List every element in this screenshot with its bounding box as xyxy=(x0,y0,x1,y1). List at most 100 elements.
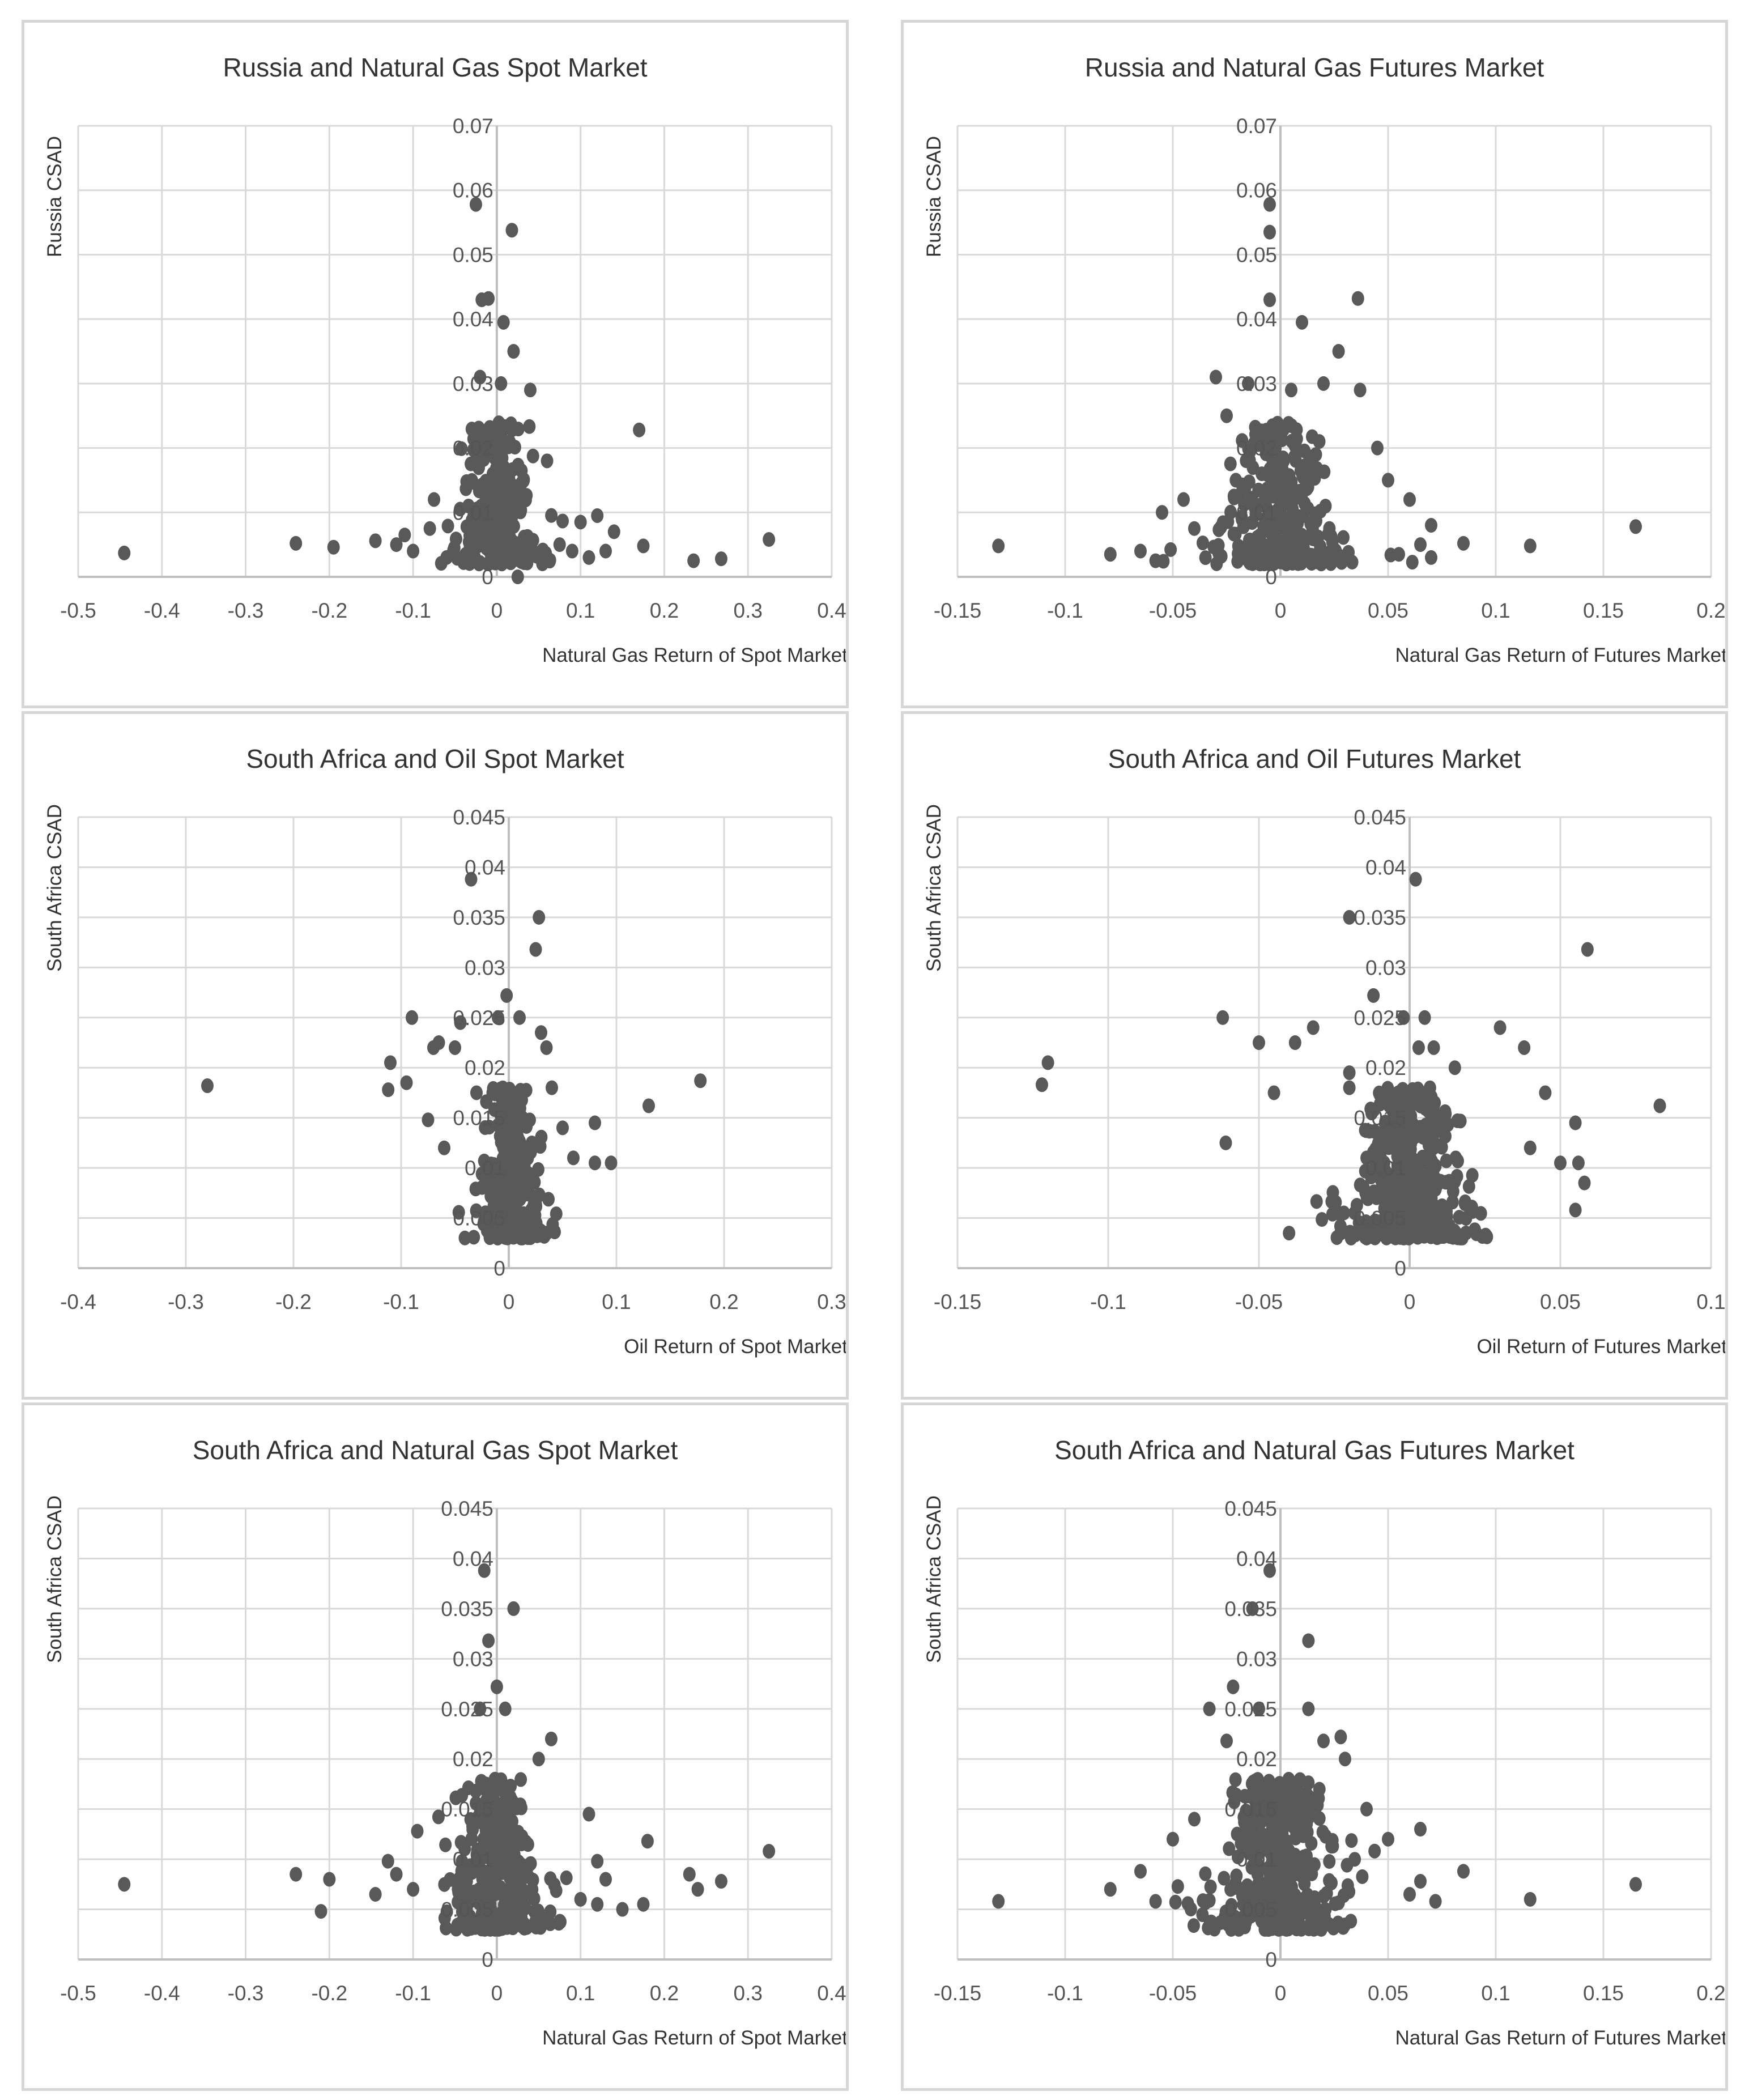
data-point xyxy=(467,1230,480,1245)
data-point xyxy=(390,1867,403,1882)
data-point xyxy=(541,453,554,469)
data-point xyxy=(1270,1901,1283,1916)
x-tick-label: 0.05 xyxy=(1368,599,1408,622)
data-point xyxy=(1261,481,1274,496)
data-point xyxy=(1177,492,1190,507)
y-tick-label: 0.04 xyxy=(1365,856,1406,879)
data-point xyxy=(423,521,436,536)
data-point xyxy=(1414,537,1427,552)
data-point xyxy=(1397,1010,1410,1025)
data-point xyxy=(1263,224,1276,240)
y-tick-label: 0.015 xyxy=(1224,1798,1277,1821)
data-point xyxy=(1271,502,1284,517)
x-tick-label: -0.1 xyxy=(383,1290,419,1313)
data-point xyxy=(1188,521,1201,536)
data-point xyxy=(1440,1209,1453,1224)
data-point xyxy=(1323,1854,1336,1869)
data-point xyxy=(486,1916,499,1931)
data-point xyxy=(1427,1140,1440,1155)
data-point xyxy=(327,539,340,555)
data-point xyxy=(1290,422,1303,437)
y-tick-label: 0.025 xyxy=(441,1698,493,1721)
data-point xyxy=(432,1035,445,1050)
data-point xyxy=(1403,492,1416,507)
data-point xyxy=(1554,1155,1567,1171)
x-tick-label: 0.1 xyxy=(1481,1982,1510,2005)
x-tick-label: 0 xyxy=(491,1982,503,2005)
data-point xyxy=(599,543,612,559)
data-point xyxy=(518,529,531,545)
data-point xyxy=(1246,1601,1259,1616)
data-point xyxy=(1316,1212,1329,1227)
y-tick-label: 0.03 xyxy=(1236,1647,1277,1670)
x-tick-label: 0.2 xyxy=(650,1982,679,2005)
data-point xyxy=(482,1835,495,1851)
y-tick-label: 0.03 xyxy=(1365,956,1406,979)
data-point xyxy=(553,537,566,552)
data-point xyxy=(483,499,496,515)
data-point xyxy=(1243,453,1256,468)
data-point xyxy=(1412,1086,1425,1101)
data-point xyxy=(1479,1227,1492,1243)
data-point xyxy=(560,1870,573,1885)
data-point xyxy=(637,538,650,554)
x-tick-label: -0.1 xyxy=(395,1982,431,2005)
y-tick-label: 0.045 xyxy=(1354,806,1406,829)
data-point xyxy=(1212,538,1225,553)
data-point xyxy=(466,1822,479,1837)
y-tick-label: 0.01 xyxy=(1365,1157,1406,1180)
data-point xyxy=(1229,1787,1242,1803)
data-point xyxy=(1368,1843,1381,1859)
chart-title: South Africa and Oil Spot Market xyxy=(246,744,624,773)
y-axis-label: South Africa CSAD xyxy=(923,1495,945,1663)
data-point xyxy=(474,1701,487,1716)
data-point xyxy=(1318,464,1331,479)
data-point xyxy=(1302,1808,1315,1823)
data-point xyxy=(512,422,525,437)
data-point xyxy=(470,1085,483,1100)
data-point xyxy=(1312,1791,1325,1806)
y-tick-label: 0 xyxy=(1265,566,1277,589)
data-point xyxy=(1424,1117,1437,1133)
data-point xyxy=(529,1197,542,1212)
data-point xyxy=(1199,550,1212,566)
data-point xyxy=(407,543,420,559)
chart-panel-2: Russia and Natural Gas Futures Market 0 0.… xyxy=(901,20,1728,708)
y-axis-label: South Africa CSAD xyxy=(44,804,66,972)
data-point xyxy=(574,1891,587,1907)
data-point xyxy=(369,533,382,549)
x-tick-label: 0.2 xyxy=(709,1290,738,1313)
data-point xyxy=(492,1851,505,1867)
data-point xyxy=(1393,547,1405,562)
data-point xyxy=(491,461,504,476)
data-point xyxy=(1297,1849,1310,1864)
chart-panel-6: South Africa and Natural Gas Futures Mar… xyxy=(901,1402,1728,2091)
data-point xyxy=(1279,1919,1292,1935)
data-point xyxy=(526,1882,539,1897)
data-point xyxy=(1314,551,1327,566)
x-tick-label: -0.15 xyxy=(934,599,981,622)
data-point xyxy=(535,1025,547,1040)
data-point xyxy=(482,1633,495,1648)
data-point xyxy=(1301,458,1314,474)
data-point xyxy=(1314,1922,1327,1937)
data-point xyxy=(1301,1888,1314,1903)
data-point xyxy=(1254,1876,1267,1891)
data-point xyxy=(1317,1733,1330,1749)
data-point xyxy=(490,1679,503,1694)
x-tick-label: 0.1 xyxy=(1696,1290,1725,1313)
data-point xyxy=(763,1843,776,1859)
data-point xyxy=(1325,1839,1338,1854)
data-point xyxy=(1414,1822,1427,1837)
data-point xyxy=(1459,1211,1473,1226)
y-tick-label: 0 xyxy=(482,566,493,589)
data-point xyxy=(1360,1214,1373,1229)
data-point xyxy=(494,1107,507,1122)
data-point xyxy=(1457,535,1470,551)
data-point xyxy=(384,1055,397,1070)
data-point xyxy=(1343,1065,1356,1081)
data-point xyxy=(1320,1886,1333,1901)
data-point xyxy=(1187,1918,1200,1933)
x-tick-label: 0.15 xyxy=(1583,1982,1624,2005)
